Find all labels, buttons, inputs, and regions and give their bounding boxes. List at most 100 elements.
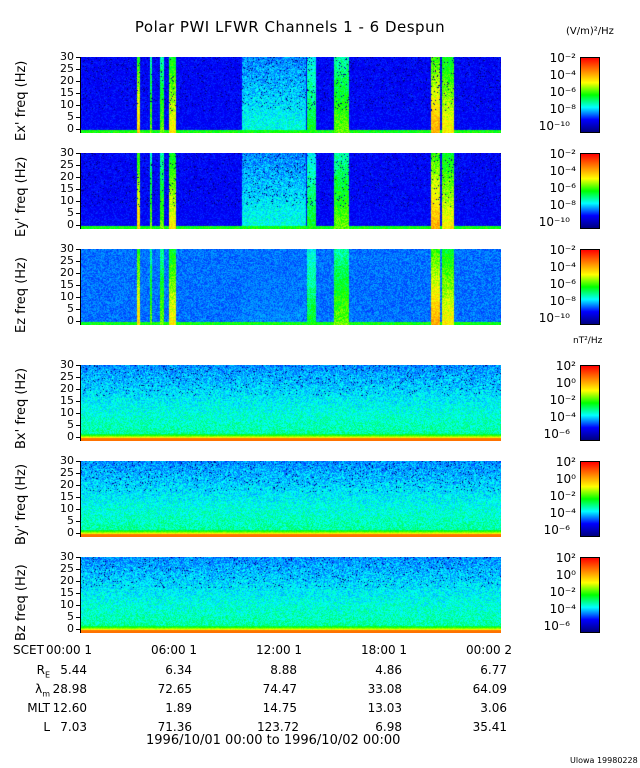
- colorbar-tick-label: 10⁻⁶: [549, 181, 576, 195]
- ephemeris-value: 71.36: [157, 720, 192, 734]
- y-tick-label: 10: [60, 194, 74, 207]
- y-tick-label: 30: [60, 50, 74, 63]
- y-tick-label: 5: [67, 302, 74, 315]
- y-tick-label: 30: [60, 242, 74, 255]
- y-tick-label: 20: [60, 170, 74, 183]
- y-tick-label: 30: [60, 454, 74, 467]
- x-tick-label: 18:00 1: [361, 643, 408, 657]
- y-tick-mark: [76, 473, 81, 474]
- spectrogram-image-1: [81, 57, 501, 133]
- y-tick-label: 0: [67, 122, 74, 135]
- colorbar-tick-label: 10⁻²: [549, 585, 576, 599]
- y-tick-label: 10: [60, 502, 74, 515]
- y-tick-mark: [76, 413, 81, 414]
- spectrogram-image-2: [81, 153, 501, 229]
- colorbar-tick-label: 10⁻⁸: [549, 294, 576, 308]
- e-units-label: (V/m)²/Hz: [566, 26, 614, 37]
- y-tick-label: 25: [60, 62, 74, 75]
- colorbar-tick-label: 10⁰: [555, 472, 576, 486]
- colorbar-tick-label: 10⁰: [555, 376, 576, 390]
- colorbar-tick-label: 10⁻¹⁰: [538, 311, 570, 325]
- colorbar-tick-label: 10⁻⁴: [549, 164, 576, 178]
- x-tick-label: 06:00 1: [151, 643, 198, 657]
- y-tick-label: 10: [60, 598, 74, 611]
- colorbar-tick-label: 10⁻²: [549, 393, 576, 407]
- colorbar-tick-label: 10⁻⁴: [549, 68, 576, 82]
- colorbar-3: [580, 249, 600, 325]
- y-tick-label: 5: [67, 514, 74, 527]
- colorbar-tick-label: 10⁻⁶: [543, 619, 570, 633]
- y-tick-mark: [76, 377, 81, 378]
- ephemeris-value: 14.75: [262, 701, 297, 715]
- y-tick-mark: [76, 365, 81, 366]
- colorbar-tick-label: 10⁻²: [549, 489, 576, 503]
- y-tick-label: 15: [60, 586, 74, 599]
- y-tick-mark: [76, 57, 81, 58]
- y-tick-label: 25: [60, 466, 74, 479]
- y-tick-label: 5: [67, 206, 74, 219]
- spectrogram-panel-2: [80, 153, 501, 229]
- plot-title: Polar PWI LFWR Channels 1 - 6 Despun: [134, 18, 446, 36]
- ephemeris-value: 28.98: [52, 682, 87, 696]
- colorbar-tick-label: 10⁻¹⁰: [538, 215, 570, 229]
- y-axis-label: Ex' freq (Hz): [14, 60, 29, 141]
- colorbar-tick-label: 10⁻⁴: [549, 506, 576, 520]
- y-tick-mark: [76, 401, 81, 402]
- colorbar-tick-label: 10⁻²: [549, 51, 576, 65]
- y-tick-label: 15: [60, 86, 74, 99]
- colorbar-tick-label: 10⁻²: [549, 147, 576, 161]
- ephemeris-value: 3.06: [480, 701, 507, 715]
- ephemeris-value: 72.65: [157, 682, 192, 696]
- x-tick-label: 00:00 2: [466, 643, 513, 657]
- y-tick-mark: [76, 617, 81, 618]
- colorbar-5: [580, 461, 600, 537]
- x-tick-label: 00:00 1: [46, 643, 93, 657]
- y-tick-mark: [76, 605, 81, 606]
- y-tick-mark: [76, 69, 81, 70]
- y-tick-label: 5: [67, 610, 74, 623]
- colorbar-tick-label: 10⁻⁶: [549, 277, 576, 291]
- y-tick-mark: [76, 593, 81, 594]
- spectrogram-image-5: [81, 461, 501, 537]
- y-tick-mark: [76, 485, 81, 486]
- spectrogram-image-6: [81, 557, 501, 633]
- y-tick-mark: [76, 521, 81, 522]
- y-tick-mark: [76, 461, 81, 462]
- y-tick-label: 15: [60, 490, 74, 503]
- y-tick-label: 20: [60, 574, 74, 587]
- y-tick-label: 15: [60, 394, 74, 407]
- y-tick-label: 20: [60, 266, 74, 279]
- y-tick-mark: [76, 249, 81, 250]
- ephemeris-value: 35.41: [472, 720, 507, 734]
- y-tick-label: 0: [67, 430, 74, 443]
- spectrogram-panel-4: [80, 365, 501, 441]
- y-tick-label: 5: [67, 110, 74, 123]
- y-tick-label: 25: [60, 158, 74, 171]
- date-range: 1996/10/01 00:00 to 1996/10/02 00:00: [146, 733, 401, 748]
- y-tick-mark: [76, 225, 81, 226]
- colorbar-4: [580, 365, 600, 441]
- colorbar-tick-label: 10²: [555, 455, 576, 469]
- y-axis-label: Bx' freq (Hz): [14, 367, 29, 449]
- ephemeris-value: 6.98: [375, 720, 402, 734]
- y-axis-label: Bz freq (Hz): [14, 564, 29, 641]
- y-tick-label: 0: [67, 622, 74, 635]
- y-tick-label: 0: [67, 218, 74, 231]
- ephemeris-value: 4.86: [375, 663, 402, 677]
- y-tick-label: 30: [60, 550, 74, 563]
- y-tick-mark: [76, 189, 81, 190]
- y-tick-mark: [76, 261, 81, 262]
- y-tick-mark: [76, 509, 81, 510]
- ephemeris-label-1: λm: [35, 682, 50, 699]
- y-tick-label: 25: [60, 370, 74, 383]
- colorbar-tick-label: 10⁻⁴: [549, 410, 576, 424]
- colorbar-tick-label: 10⁻⁸: [549, 102, 576, 116]
- ephemeris-value: 123.72: [257, 720, 299, 734]
- y-tick-mark: [76, 129, 81, 130]
- y-tick-mark: [76, 165, 81, 166]
- x-axis-label: SCET: [13, 643, 44, 657]
- y-tick-mark: [76, 93, 81, 94]
- spectrogram-panel-6: [80, 557, 501, 633]
- y-tick-label: 10: [60, 98, 74, 111]
